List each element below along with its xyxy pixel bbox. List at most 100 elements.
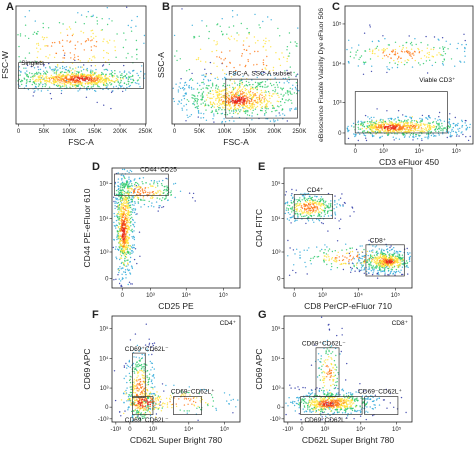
event-dot [425, 117, 428, 119]
event-dot [149, 193, 151, 195]
event-dot [319, 207, 321, 210]
event-dot [133, 258, 136, 261]
event-dot [305, 212, 307, 214]
event-dot [434, 118, 436, 120]
event-dot [130, 265, 133, 267]
event-dot [362, 124, 364, 126]
event-dot [320, 205, 322, 207]
event-dot [210, 87, 212, 89]
event-dot [381, 49, 383, 51]
event-dot [447, 48, 449, 50]
event-dot [381, 252, 383, 254]
event-dot [244, 112, 247, 114]
event-dot [197, 98, 199, 101]
event-dot [83, 49, 86, 51]
event-dot [120, 79, 122, 82]
event-dot [121, 273, 123, 275]
event-dot [384, 49, 386, 51]
event-dot [245, 84, 247, 86]
event-dot [131, 267, 134, 270]
event-dot [131, 250, 133, 252]
event-dot [28, 52, 31, 54]
event-dot [113, 40, 115, 42]
event-dot [150, 205, 153, 207]
event-dot [277, 92, 279, 95]
event-dot [327, 210, 329, 212]
event-dot [295, 82, 298, 84]
event-dot [94, 89, 96, 92]
event-dot [272, 69, 274, 72]
event-dot [118, 207, 121, 209]
event-dot [25, 73, 27, 75]
event-dot [267, 91, 270, 93]
event-dot [42, 83, 44, 86]
event-dot [125, 181, 128, 184]
event-dot [122, 236, 124, 238]
event-dot [123, 209, 125, 211]
event-dot [177, 103, 179, 105]
event-dot [426, 52, 429, 54]
event-dot [288, 76, 290, 79]
event-dot [49, 79, 51, 81]
event-dot [428, 136, 430, 138]
event-dot [313, 221, 315, 223]
event-dot [432, 121, 434, 124]
event-dot [72, 85, 74, 87]
event-dot [36, 71, 38, 74]
event-dot [212, 101, 215, 104]
event-dot [128, 281, 131, 283]
event-dot [286, 69, 288, 72]
event-dot [84, 41, 87, 43]
event-dot [129, 84, 131, 87]
event-dot [439, 53, 441, 56]
event-dot [40, 60, 42, 63]
event-dot [329, 209, 331, 212]
event-dot [97, 76, 100, 78]
event-dot [102, 64, 105, 66]
event-dot [124, 269, 127, 271]
event-dot [334, 199, 336, 202]
event-dot [47, 80, 49, 82]
event-dot [334, 250, 336, 252]
event-dot [394, 48, 397, 51]
event-dot [261, 110, 263, 112]
event-dot [95, 71, 97, 74]
event-dot [196, 95, 199, 97]
event-dot [120, 262, 123, 265]
event-dot [262, 45, 265, 48]
event-dot [383, 130, 385, 132]
event-dot [126, 245, 129, 247]
plot-frame [344, 5, 474, 145]
event-dot [228, 120, 231, 122]
event-dot [194, 98, 196, 101]
event-dot [286, 218, 289, 220]
event-dot [141, 188, 143, 190]
event-dot [267, 74, 269, 76]
event-dot [389, 272, 391, 275]
event-dot [90, 86, 93, 88]
event-dot [265, 108, 267, 110]
event-dot [113, 81, 115, 83]
event-dot [120, 284, 123, 286]
event-dot [286, 207, 288, 209]
event-dot [193, 101, 195, 103]
event-dot [222, 90, 224, 92]
event-dot [312, 200, 314, 203]
event-dot [132, 251, 134, 253]
y-tick-label: 0 [105, 276, 109, 282]
event-dot [246, 105, 249, 107]
event-dot [133, 230, 135, 232]
event-dot [122, 249, 125, 252]
event-dot [119, 78, 122, 80]
event-dot [281, 88, 283, 90]
event-dot [288, 55, 290, 57]
event-dot [231, 90, 233, 92]
event-dot [77, 71, 80, 74]
event-dot [309, 200, 311, 202]
event-dot [186, 70, 188, 72]
event-dot [233, 110, 235, 113]
event-dot [60, 32, 62, 34]
event-dot [421, 114, 424, 117]
event-dot [280, 87, 282, 89]
event-dot [97, 85, 99, 88]
